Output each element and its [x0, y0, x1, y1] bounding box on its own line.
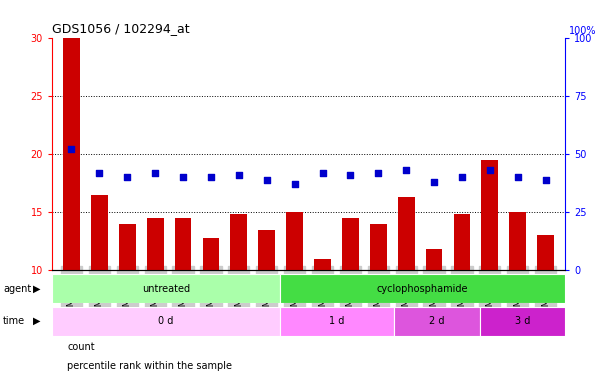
Point: [67, 146, 76, 152]
Point: [178, 174, 188, 180]
Point: [95, 170, 104, 176]
Bar: [63, 38, 80, 270]
Text: 3 d: 3 d: [514, 316, 530, 326]
Bar: [119, 224, 136, 270]
Bar: [52, 274, 280, 303]
Point: [373, 170, 383, 176]
Point: [234, 172, 244, 178]
Text: agent: agent: [3, 284, 31, 294]
Point: [429, 179, 439, 185]
Point: [457, 174, 467, 180]
Text: percentile rank within the sample: percentile rank within the sample: [67, 361, 232, 371]
Text: count: count: [67, 342, 95, 352]
Bar: [203, 238, 219, 270]
Point: [541, 177, 551, 183]
Text: cyclophosphamide: cyclophosphamide: [377, 284, 469, 294]
Bar: [453, 214, 470, 270]
Point: [262, 177, 272, 183]
Point: [318, 170, 327, 176]
Bar: [280, 307, 394, 336]
Bar: [91, 195, 108, 270]
Bar: [510, 212, 526, 270]
Bar: [314, 259, 331, 270]
Text: ▶: ▶: [32, 284, 40, 294]
Bar: [480, 307, 565, 336]
Bar: [52, 307, 280, 336]
Point: [485, 167, 495, 173]
Text: untreated: untreated: [142, 284, 190, 294]
Bar: [398, 197, 414, 270]
Text: time: time: [3, 316, 25, 326]
Text: GDS1056 / 102294_at: GDS1056 / 102294_at: [52, 22, 189, 35]
Point: [206, 174, 216, 180]
Text: ▶: ▶: [32, 316, 40, 326]
Bar: [370, 224, 387, 270]
Point: [345, 172, 355, 178]
Point: [401, 167, 411, 173]
Point: [290, 181, 299, 187]
Bar: [342, 218, 359, 270]
Bar: [394, 307, 480, 336]
Point: [122, 174, 132, 180]
Text: 2 d: 2 d: [429, 316, 445, 326]
Bar: [481, 160, 498, 270]
Bar: [537, 236, 554, 270]
Bar: [280, 274, 565, 303]
Bar: [230, 214, 247, 270]
Bar: [147, 218, 164, 270]
Text: 0 d: 0 d: [158, 316, 174, 326]
Bar: [258, 230, 275, 270]
Bar: [175, 218, 191, 270]
Point: [150, 170, 160, 176]
Text: 100%: 100%: [569, 26, 597, 36]
Text: 1 d: 1 d: [329, 316, 345, 326]
Bar: [426, 249, 442, 270]
Bar: [286, 212, 303, 270]
Point: [513, 174, 522, 180]
